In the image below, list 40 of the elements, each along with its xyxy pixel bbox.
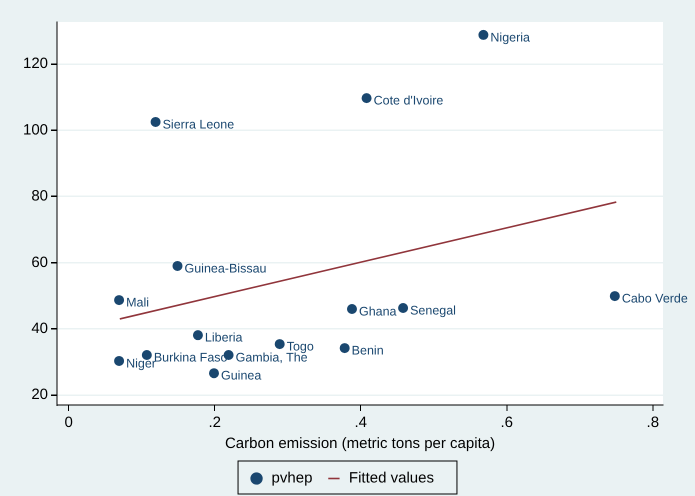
y-tick-label: 100 [22, 121, 48, 138]
point [172, 260, 182, 271]
x-tick-label: 0 [64, 414, 73, 432]
point [192, 330, 203, 340]
x-axis-title: Carbon emission (metric tons per capita) [224, 435, 496, 452]
point [610, 291, 620, 302]
x-tick-label: .6 [500, 414, 514, 432]
y-tick-label: 20 [31, 386, 48, 404]
annotation: Cote d'Ivoire [374, 94, 444, 108]
point [478, 30, 488, 40]
annotation: Benin [352, 344, 384, 358]
annotation: Senegal [410, 303, 456, 318]
y-tick-label: 40 [31, 320, 48, 338]
point [114, 295, 124, 306]
point [208, 368, 219, 378]
annotation: Ghana [358, 304, 397, 318]
annotation: Sierra Leone [162, 117, 234, 132]
annotation: Guinea-Bissau [184, 261, 267, 276]
annotation: Mali [126, 296, 150, 310]
point [274, 339, 285, 350]
point [114, 356, 124, 366]
legend-label: pvhep [272, 470, 312, 487]
point [346, 304, 357, 314]
point [150, 116, 161, 127]
point [340, 343, 350, 354]
annotation: Cabo Verde [622, 292, 688, 306]
y-tick-label: 80 [31, 188, 48, 205]
y-tick-label: 120 [22, 55, 48, 72]
annotation: Niger [126, 356, 156, 370]
legend-label: Fitted values [348, 470, 434, 487]
annotation: Liberia [204, 330, 243, 345]
x-tick-label: .4 [354, 414, 367, 432]
x-tick-label: .2 [208, 414, 221, 432]
point [362, 93, 372, 104]
annotation: Guinea [220, 368, 262, 383]
y-tick-label: 60 [31, 254, 48, 271]
annotation: Togo [286, 340, 314, 354]
x-tick-label: .8 [646, 414, 660, 432]
annotation: Nigeria [490, 30, 530, 44]
point [398, 303, 408, 314]
